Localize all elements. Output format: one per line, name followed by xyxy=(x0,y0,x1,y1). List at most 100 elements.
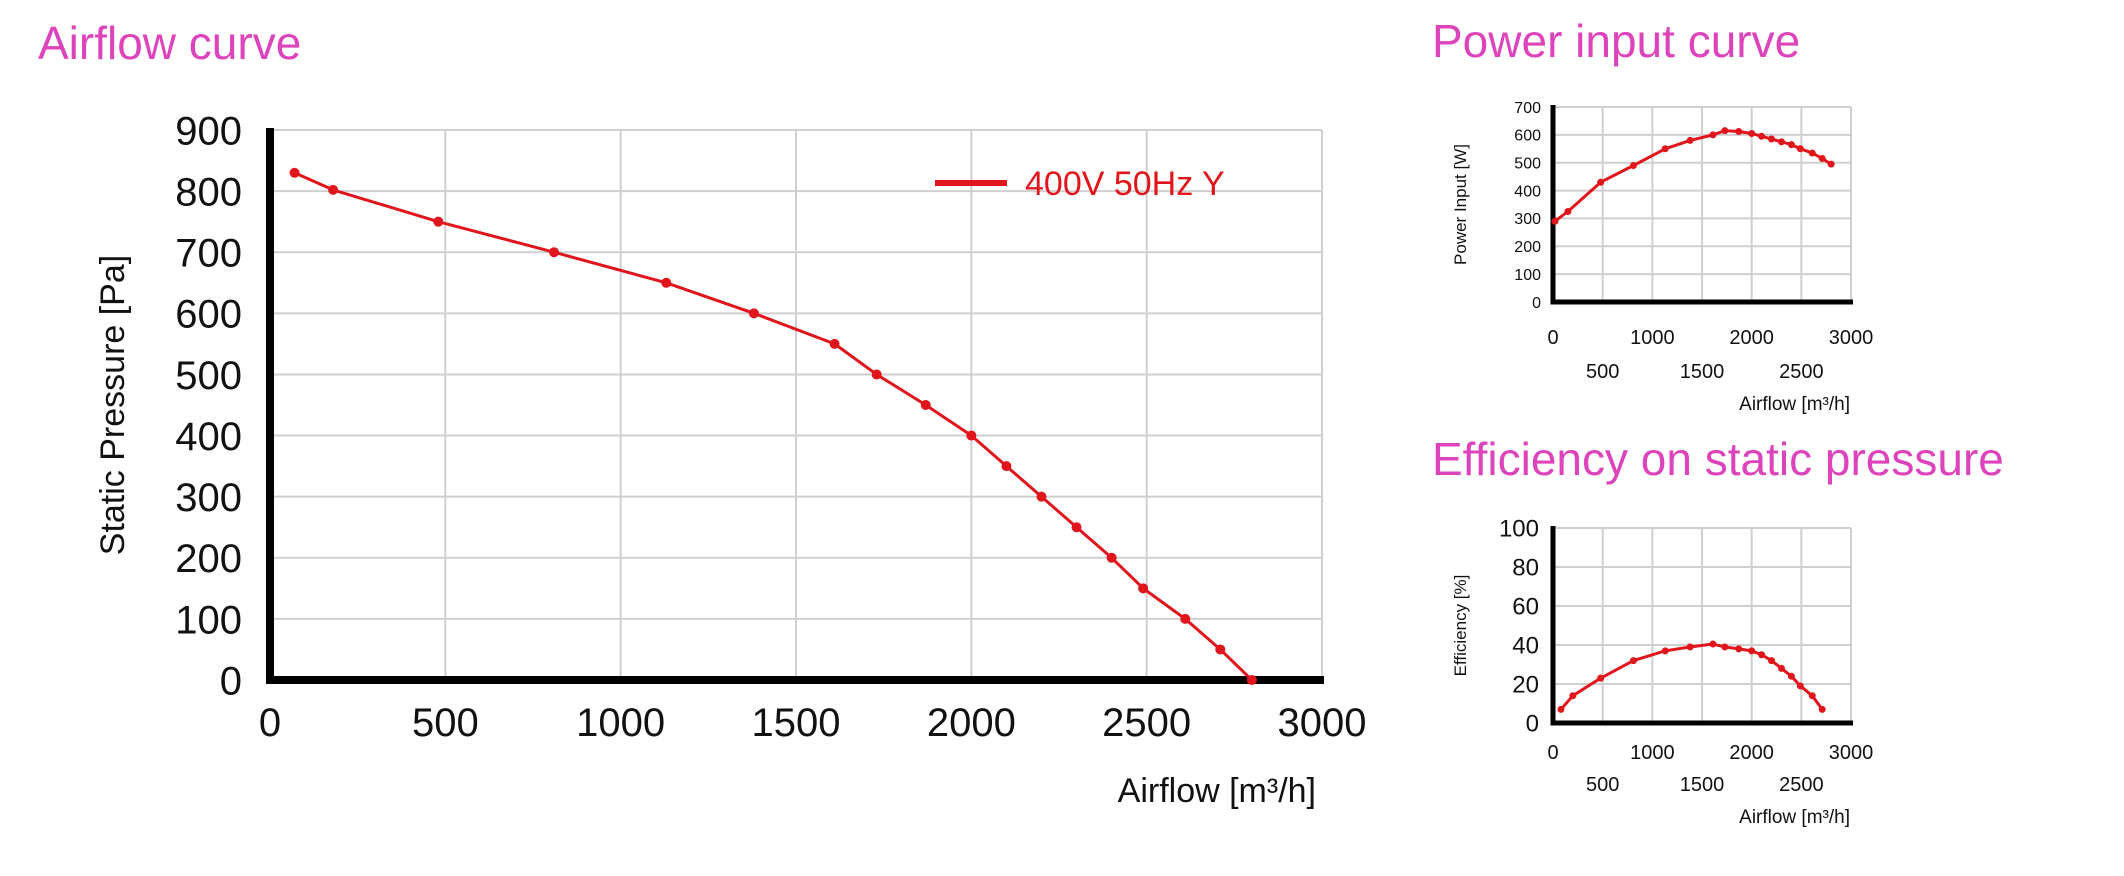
data-point xyxy=(1036,491,1047,502)
x-tick-label: 500 xyxy=(412,701,479,745)
x-tick-label: 0 xyxy=(1547,742,1558,764)
x-tick-label: 3000 xyxy=(1278,701,1367,745)
data-point xyxy=(1721,643,1729,651)
data-point xyxy=(1808,692,1816,700)
y-axis-label: Static Pressure [Pa] xyxy=(94,255,132,555)
data-point xyxy=(1597,674,1605,682)
data-point xyxy=(1827,160,1835,168)
y-axis-label: Efficiency [%] xyxy=(1451,575,1470,677)
y-tick-label: 800 xyxy=(175,171,242,215)
x-tick-label: 3000 xyxy=(1829,327,1874,349)
x-tick-label: 0 xyxy=(259,701,281,745)
data-point xyxy=(1071,522,1082,533)
x-tick-label: 0 xyxy=(1547,327,1558,349)
data-point xyxy=(1629,657,1637,665)
x-tick-label: 500 xyxy=(1586,774,1619,796)
x-tick-label: 1500 xyxy=(752,701,841,745)
data-point xyxy=(1787,141,1795,149)
x-tick-label: 1000 xyxy=(1630,327,1675,349)
x-tick-label: 2500 xyxy=(1102,701,1191,745)
data-point xyxy=(1796,145,1804,153)
y-tick-label: 500 xyxy=(175,354,242,398)
x-tick-label: 2000 xyxy=(927,701,1016,745)
y-tick-label: 40 xyxy=(1512,633,1539,660)
x-tick-label: 2000 xyxy=(1729,742,1774,764)
data-point xyxy=(1818,705,1826,713)
data-point xyxy=(1001,461,1012,472)
x-axis-label: Airflow [m³/h] xyxy=(1739,807,1850,828)
y-tick-label: 100 xyxy=(175,598,242,642)
data-point xyxy=(1808,149,1816,157)
y-tick-label: 700 xyxy=(175,232,242,276)
grid xyxy=(1552,527,1852,724)
y-tick-label: 600 xyxy=(175,293,242,337)
data-point xyxy=(661,277,672,288)
data-point xyxy=(1629,162,1637,169)
data-point xyxy=(1818,155,1826,163)
data-point xyxy=(433,216,444,227)
data-point xyxy=(966,430,977,441)
data-point xyxy=(1758,132,1766,140)
data-point xyxy=(1768,657,1776,665)
y-tick-label: 300 xyxy=(175,476,242,520)
data-point xyxy=(1661,145,1669,153)
data-point xyxy=(1569,692,1577,700)
data-point xyxy=(829,338,840,349)
data-point xyxy=(1748,647,1756,655)
y-tick-label: 20 xyxy=(1512,672,1539,699)
y-tick-label: 300 xyxy=(1514,211,1541,228)
x-tick-label: 2500 xyxy=(1779,774,1824,796)
data-point xyxy=(1106,552,1117,563)
data-point xyxy=(1597,178,1605,186)
data-point xyxy=(1661,647,1669,655)
y-tick-label: 500 xyxy=(1514,155,1541,172)
data-point xyxy=(1709,640,1717,648)
data-point xyxy=(1686,643,1694,651)
x-tick-label: 1000 xyxy=(576,701,665,745)
data-point xyxy=(1564,207,1572,215)
x-axis-label: Airflow [m³/h] xyxy=(1739,394,1850,415)
data-point xyxy=(920,400,931,410)
data-point xyxy=(549,247,560,258)
data-point xyxy=(1686,136,1694,144)
x-tick-label: 2000 xyxy=(1729,327,1774,349)
data-point xyxy=(1735,128,1743,136)
y-tick-label: 60 xyxy=(1512,594,1539,621)
data-point xyxy=(1787,672,1795,680)
x-axis-label: Airflow [m³/h] xyxy=(1118,772,1316,810)
x-tick-label: 3000 xyxy=(1829,742,1874,764)
airflow-chart-title: Airflow curve xyxy=(38,17,302,69)
y-tick-label: 400 xyxy=(1514,183,1541,200)
x-tick-label: 1500 xyxy=(1680,774,1725,796)
efficiency-chart-title: Efficiency on static pressure xyxy=(1432,433,2004,485)
y-tick-label: 80 xyxy=(1512,555,1539,582)
y-tick-label: 400 xyxy=(175,415,242,459)
y-axis-label: Power Input [W] xyxy=(1451,144,1470,265)
series-line xyxy=(293,171,1253,682)
data-point xyxy=(1758,651,1766,659)
data-point xyxy=(1551,217,1559,225)
y-tick-label: 0 xyxy=(1526,711,1539,738)
data-point xyxy=(1777,664,1785,672)
x-tick-label: 1000 xyxy=(1630,742,1675,764)
data-point xyxy=(1215,644,1226,655)
y-tick-label: 200 xyxy=(1514,239,1541,256)
x-tick-label: 500 xyxy=(1586,361,1619,383)
y-tick-label: 0 xyxy=(220,659,242,703)
data-point xyxy=(1557,705,1565,713)
y-tick-label: 0 xyxy=(1532,295,1541,312)
data-point xyxy=(1246,675,1257,685)
data-point xyxy=(1138,583,1149,594)
data-point xyxy=(1748,129,1756,137)
data-point xyxy=(1721,127,1729,135)
data-point xyxy=(1735,645,1743,653)
data-point xyxy=(328,184,339,195)
data-point xyxy=(748,308,759,319)
y-tick-label: 100 xyxy=(1499,516,1539,543)
data-point xyxy=(1709,131,1717,139)
grid xyxy=(1552,106,1852,303)
data-point xyxy=(1796,682,1804,690)
y-tick-label: 200 xyxy=(175,537,242,581)
y-tick-label: 700 xyxy=(1514,100,1541,117)
